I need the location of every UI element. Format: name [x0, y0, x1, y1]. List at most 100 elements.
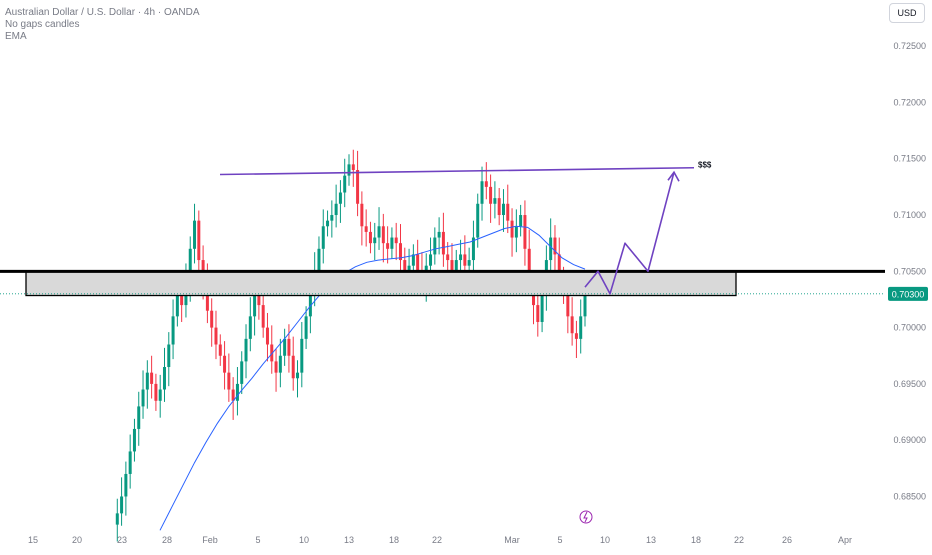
candle-body — [283, 338, 287, 356]
price-tick-label: 0.72000 — [893, 97, 926, 107]
candle-body — [193, 220, 197, 249]
candle-body — [407, 265, 411, 272]
candle-body — [429, 254, 433, 266]
candle-body — [540, 293, 544, 322]
candle-body — [489, 186, 493, 204]
candle-body — [287, 338, 291, 356]
candle-body — [527, 248, 531, 283]
ema-group — [159, 225, 586, 531]
candle-body — [334, 203, 338, 216]
candle-body — [128, 451, 132, 474]
price-tick-label: 0.69000 — [893, 435, 926, 445]
time-tick-label: 10 — [600, 535, 610, 545]
candle-body — [145, 372, 149, 390]
candle-body — [210, 310, 214, 328]
time-tick-label: 23 — [117, 535, 127, 545]
candle-body — [446, 254, 450, 261]
time-tick-label: 10 — [299, 535, 309, 545]
candle-body — [536, 305, 540, 322]
candle-body — [274, 361, 278, 373]
candle-body — [205, 282, 209, 311]
candle-body — [278, 355, 282, 373]
candle-body — [124, 473, 128, 497]
price-tick-label: 0.71500 — [893, 154, 926, 164]
support-zone-rect — [25, 271, 737, 297]
chart-legend: Australian Dollar / U.S. Dollar · 4h · O… — [5, 7, 200, 43]
time-axis[interactable]: 15 20 23 28 Feb 5 10 13 18 22 Mar 5 10 13 18 22 26 Apr — [28, 535, 852, 545]
candle-body — [574, 333, 578, 339]
candle-body — [480, 181, 484, 204]
candle-body — [158, 389, 162, 401]
candle-body — [523, 215, 527, 249]
candle-body — [175, 293, 179, 317]
candle-body — [549, 237, 553, 261]
symbol-title: Australian Dollar / U.S. Dollar · 4h · O… — [5, 7, 200, 18]
candle-body — [227, 372, 231, 390]
currency-button[interactable]: USD — [889, 3, 925, 23]
price-tick-label: 0.68500 — [893, 491, 926, 501]
candle-body — [467, 260, 471, 266]
candle-body — [115, 513, 119, 525]
time-tick-label: 20 — [72, 535, 82, 545]
candle-body — [497, 198, 501, 216]
candle-body — [296, 372, 300, 379]
candle-body — [579, 316, 583, 339]
time-tick-label: 26 — [782, 535, 792, 545]
candle-body — [437, 231, 441, 238]
candle-body — [390, 237, 394, 249]
candle-body — [506, 203, 510, 221]
candle-body — [197, 220, 201, 261]
target-label: $$$ — [698, 160, 712, 169]
candle-body — [519, 215, 523, 227]
candle-body — [463, 254, 467, 266]
candle-body — [566, 293, 570, 317]
candle-body — [398, 243, 402, 261]
price-axis[interactable]: 0.68500 0.69000 0.69500 0.70000 0.70500 0.710… — [888, 41, 928, 501]
candle-body — [137, 406, 141, 429]
time-tick-label: 18 — [691, 535, 701, 545]
candle-body — [321, 226, 325, 249]
candle-body — [248, 316, 252, 339]
candle-body — [501, 203, 505, 216]
candle-body — [471, 237, 475, 261]
time-tick-label: 5 — [255, 535, 260, 545]
time-tick-label: Feb — [202, 535, 218, 545]
time-tick-label: 13 — [646, 535, 656, 545]
candle-body — [454, 260, 458, 272]
ema-line — [159, 225, 586, 531]
candle-body — [326, 220, 330, 227]
candle-body — [141, 389, 145, 407]
time-tick-label: Apr — [838, 535, 852, 545]
candle-body — [253, 293, 257, 317]
candle-body — [381, 226, 385, 244]
candle-body — [343, 175, 347, 193]
candle-body — [231, 389, 235, 401]
candle-body — [167, 344, 171, 368]
projection-path — [584, 171, 675, 295]
candle-body — [162, 367, 166, 390]
candle-body — [394, 237, 398, 244]
candles-group — [115, 149, 587, 542]
candle-body — [171, 316, 175, 345]
candle-body — [188, 248, 192, 283]
candle-body — [132, 428, 136, 452]
candle-body — [476, 203, 480, 238]
candle-body — [493, 198, 497, 204]
price-tick-label: 0.72500 — [893, 41, 926, 51]
candle-body — [150, 372, 154, 384]
candle-body — [411, 254, 415, 266]
candle-body — [386, 243, 390, 249]
candle-body — [261, 305, 265, 328]
candle-body — [300, 338, 304, 373]
last-price-value: 0.70300 — [892, 289, 925, 299]
last-price-tag — [888, 286, 928, 301]
candle-body — [330, 215, 334, 221]
candle-body — [459, 254, 463, 261]
candle-body — [360, 203, 364, 227]
price-tick-label: 0.70500 — [893, 266, 926, 276]
candle-body — [257, 293, 261, 306]
candle-body — [317, 248, 321, 272]
candle-type-label: No gaps candles — [5, 19, 80, 30]
